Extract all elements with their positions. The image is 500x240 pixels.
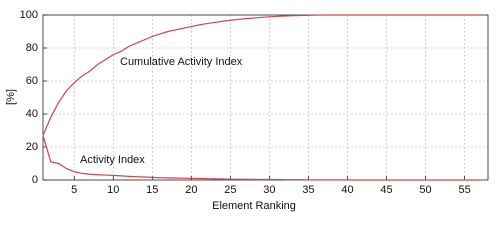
x-tick-label: 30 <box>263 184 275 196</box>
annotation: Activity Index <box>80 154 145 166</box>
series-line <box>42 14 481 136</box>
x-tick-label: 45 <box>380 184 392 196</box>
series-line <box>42 135 481 181</box>
x-tick-label: 55 <box>458 184 470 196</box>
x-axis-label: Element Ranking <box>212 200 296 212</box>
y-tick-label: 40 <box>26 108 38 120</box>
x-tick-label: 35 <box>302 184 314 196</box>
y-tick-label: 20 <box>26 141 38 153</box>
x-tick-label: 25 <box>224 184 236 196</box>
x-tick-label: 15 <box>146 184 158 196</box>
y-tick-label: 100 <box>20 9 38 21</box>
y-tick-label: 60 <box>26 75 38 87</box>
x-tick-label: 20 <box>185 184 197 196</box>
x-tick-label: 5 <box>71 184 77 196</box>
x-tick-label: 50 <box>419 184 431 196</box>
annotation: Cumulative Activity Index <box>120 56 243 68</box>
y-tick-label: 0 <box>32 174 38 186</box>
x-tick-label: 40 <box>341 184 353 196</box>
x-tick-label: 10 <box>107 184 119 196</box>
chart: Element Ranking [%] 0 20 40 60 80 100 5 10 15 20 2… <box>5 9 489 212</box>
y-axis-label: [%] <box>5 89 17 105</box>
y-tick-label: 80 <box>26 42 38 54</box>
